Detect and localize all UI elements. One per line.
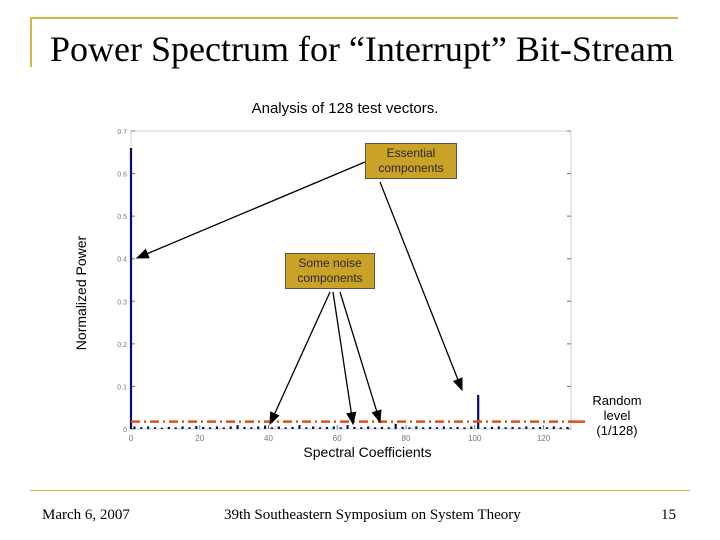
spectrum-bar <box>277 426 280 429</box>
spectrum-bar <box>401 426 404 429</box>
spectrum-bar <box>380 426 384 429</box>
spectrum-bar <box>394 423 397 429</box>
x-tick-label: 20 <box>195 434 204 443</box>
y-tick-label: 0.5 <box>117 214 127 221</box>
spectrum-bar <box>518 427 521 429</box>
spectrum-bar <box>140 427 143 429</box>
spectrum-bar <box>483 427 487 429</box>
random-level-label: Random level (1/128) <box>592 393 642 438</box>
spectrum-bar <box>222 427 225 429</box>
spectrum-bar <box>174 427 177 429</box>
spectrum-bar <box>538 426 542 429</box>
x-tick-label: 80 <box>402 434 411 443</box>
spectrum-bar <box>270 427 274 429</box>
x-tick-label: 100 <box>468 434 482 443</box>
spectrum-bar <box>435 427 439 429</box>
page-number: 15 <box>661 507 676 523</box>
spectrum-bar <box>236 425 239 429</box>
y-tick-label: 0.3 <box>117 299 127 306</box>
spectrum-bar <box>229 426 232 429</box>
spectrum-bar <box>318 427 322 429</box>
spectrum-bar <box>463 427 466 429</box>
spectrum-bar <box>477 394 480 429</box>
x-tick-label: 60 <box>333 434 342 443</box>
spectrum-bar <box>456 426 459 429</box>
spectrum-bar <box>250 427 253 429</box>
arrow-noise-1 <box>269 291 331 426</box>
spectrum-bar <box>325 426 329 429</box>
spectrum-bar <box>360 427 363 429</box>
slide-title: Power Spectrum for “Interrupt” Bit-Strea… <box>50 29 674 69</box>
spectrum-bar <box>422 427 425 429</box>
spectrum-bar <box>415 426 418 429</box>
spectrum-bar <box>160 427 164 429</box>
spectrum-bar <box>202 426 205 429</box>
y-tick-label: 0.1 <box>117 384 127 391</box>
spectrum-bar <box>353 426 356 429</box>
spectrum-bar <box>291 426 294 429</box>
spectrum-bar <box>243 426 246 429</box>
y-tick-label: 0.2 <box>117 342 127 349</box>
y-axis-label: Normalized Power <box>73 235 89 351</box>
footer-date: March 6, 2007 <box>42 507 130 523</box>
spectrum-bar <box>257 426 260 429</box>
spectrum-bar <box>133 426 136 429</box>
y-tick-label: 0.7 <box>117 129 127 136</box>
frame-top-rule <box>30 17 678 19</box>
spectrum-bar <box>387 427 390 429</box>
arrow-noise-2 <box>332 291 357 426</box>
noise-components-callout: Some noise components <box>285 253 375 289</box>
spectrum-bar <box>408 427 411 429</box>
spectrum-bar <box>147 426 150 429</box>
spectrum-bar <box>373 427 377 429</box>
arrow-essential-to-dc <box>135 161 366 259</box>
spectrum-bar <box>284 427 287 429</box>
y-tick-label: 0 <box>123 427 127 434</box>
spectrum-bar <box>263 425 267 429</box>
spectrum-bar <box>490 426 494 429</box>
spectrum-bar <box>532 427 535 429</box>
spectrum-bar <box>339 427 342 429</box>
spectrum-bar <box>566 426 569 429</box>
y-tick-label: 0.6 <box>117 172 127 179</box>
spectrum-bar <box>442 426 445 429</box>
spectrum-bar <box>545 427 549 429</box>
spectrum-bar <box>305 427 308 429</box>
footer-event: 39th Southeastern Symposium on System Th… <box>224 507 521 523</box>
spectrum-bar <box>195 426 198 429</box>
spectrum-bar <box>167 426 170 429</box>
x-tick-label: 120 <box>537 434 551 443</box>
spectrum-bar <box>346 425 349 429</box>
spectrum-bar <box>525 426 528 429</box>
spectrum-bar <box>215 426 219 429</box>
frame-left-rule <box>30 17 32 67</box>
x-axis-label: Spectral Coefficients <box>303 444 432 460</box>
spectrum-bar <box>208 427 212 429</box>
arrow-essential-to-peak <box>379 181 463 392</box>
spectrum-bar <box>181 426 184 429</box>
spectrum-bar <box>428 426 432 429</box>
arrow-noise-3 <box>339 291 382 424</box>
spectrum-bar <box>470 426 473 429</box>
spectrum-bar <box>449 427 452 429</box>
chart-subtitle: Analysis of 128 test vectors. <box>251 100 439 117</box>
spectrum-bar <box>332 426 335 429</box>
spectrum-bar <box>497 426 500 429</box>
spectrum-bar <box>559 427 562 429</box>
spectrum-bar <box>188 427 191 429</box>
footer-rule <box>30 490 690 491</box>
spectrum-bar <box>153 427 157 429</box>
spectrum-bar <box>552 426 555 429</box>
spectrum-bar <box>312 426 315 429</box>
spectrum-bar <box>504 427 507 429</box>
y-tick-label: 0.4 <box>117 257 127 264</box>
spectrum-bar <box>298 425 301 429</box>
x-tick-label: 40 <box>264 434 273 443</box>
spectrum-bar <box>511 426 514 429</box>
spectrum-bar <box>367 426 370 429</box>
x-tick-label: 0 <box>129 434 134 443</box>
spectrum-bar <box>129 148 133 429</box>
essential-components-callout: Essential components <box>365 143 457 179</box>
